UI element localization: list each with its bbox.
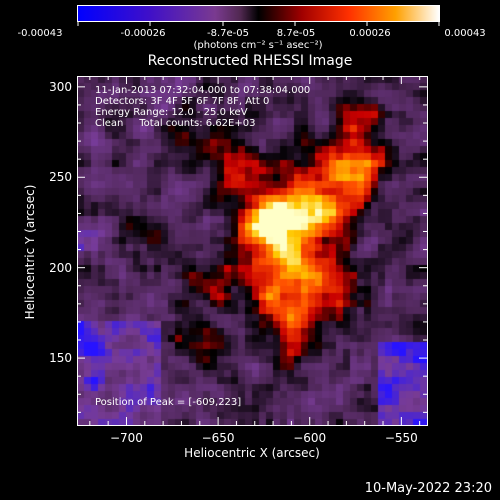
observation-info: 11-Jan-2013 07:32:04.000 to 07:38:04.000… (95, 85, 310, 129)
y-tick-label: 250 (49, 170, 72, 185)
colorbar (77, 5, 440, 22)
colorbar-tick-label: -0.00043 (17, 28, 63, 39)
colorbar-tick-label: 0.00026 (349, 28, 391, 39)
footer-date: 10-May-2022 23:20 (364, 481, 492, 496)
chart-title: Reconstructed RHESSI Image (147, 53, 353, 69)
colorbar-tick-label: -0.00026 (120, 28, 166, 39)
y-axis-label: Heliocentric Y (arcsec) (23, 184, 37, 320)
colorbar-units: (photons cm⁻² s⁻¹ asec⁻²) (193, 40, 323, 51)
x-tick-label: −600 (293, 431, 327, 445)
colorbar-ticks (77, 22, 440, 26)
x-tick-label: −650 (201, 431, 235, 445)
colorbar-tick-label: -8.7e-05 (207, 28, 249, 39)
detectors: Detectors: 3F 4F 5F 6F 7F 8F, Att 0 (95, 96, 270, 107)
y-tick-label: 150 (49, 351, 72, 366)
clean-counts: Clean Total counts: 6.62E+03 (95, 118, 256, 129)
y-tick-label: 300 (49, 79, 72, 94)
colorbar-tick-label: 8.7e-05 (276, 28, 316, 39)
time-range: 11-Jan-2013 07:32:04.000 to 07:38:04.000 (95, 85, 311, 96)
heatmap-image (77, 76, 427, 425)
x-axis-label: Heliocentric X (arcsec) (184, 446, 320, 460)
colorbar-tick-label: 0.00043 (444, 28, 486, 39)
peak-position: Position of Peak = [-609,223] (95, 397, 242, 408)
x-tick-label: −550 (384, 431, 418, 445)
energy-range: Energy Range: 12.0 - 25.0 keV (95, 107, 248, 118)
x-tick-label: −700 (109, 431, 143, 445)
y-tick-label: 200 (49, 260, 72, 275)
